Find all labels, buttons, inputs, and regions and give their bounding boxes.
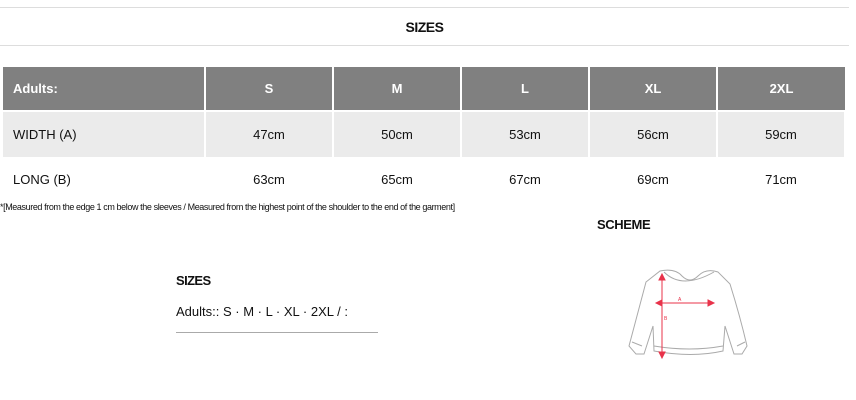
table-header: Adults: S M L XL 2XL (3, 67, 845, 111)
header-cell: S (205, 67, 334, 111)
size-table: Adults: S M L XL 2XL WIDTH (A) 47cm 50cm… (3, 67, 846, 202)
cell: 59cm (717, 110, 846, 157)
row-label: WIDTH (A) (3, 110, 206, 157)
header-cell: M (333, 67, 462, 111)
row-label: LONG (B) (3, 157, 206, 202)
sizes-list: Adults:: S · M · L · XL · 2XL / : (176, 304, 348, 319)
cell: 56cm (589, 110, 718, 157)
cell: 50cm (333, 110, 462, 157)
cell: 47cm (205, 110, 334, 157)
label-b: B (664, 316, 668, 322)
cell: 71cm (717, 157, 846, 202)
cell: 65cm (333, 157, 462, 202)
divider (0, 45, 849, 46)
sizes-heading: SIZES (176, 273, 211, 288)
header-cell: Adults: (3, 67, 206, 111)
divider (176, 332, 378, 333)
header-cell: L (461, 67, 590, 111)
cell: 63cm (205, 157, 334, 202)
page-title: SIZES (405, 19, 444, 35)
header-cell: 2XL (717, 67, 845, 111)
cell: 69cm (589, 157, 718, 202)
cell: 67cm (461, 157, 590, 202)
header-cell: XL (589, 67, 718, 111)
table-row: WIDTH (A) 47cm 50cm 53cm 56cm 59cm (3, 110, 846, 157)
table-row: LONG (B) 63cm 65cm 67cm 69cm 71cm (3, 157, 846, 202)
scheme-title: SCHEME (597, 217, 651, 232)
label-a: A (678, 297, 682, 303)
divider (0, 7, 849, 8)
measurement-note: *[Measured from the edge 1 cm below the … (0, 202, 455, 212)
sweater-scheme-icon: A B (628, 269, 748, 360)
cell: 53cm (461, 110, 590, 157)
